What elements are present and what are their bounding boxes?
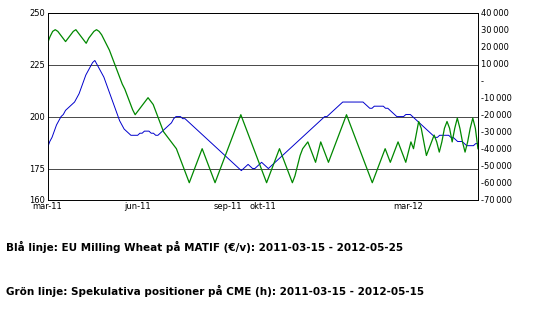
Text: Grön linje: Spekulativa positioner på CME (h): 2011-03-15 - 2012-05-15: Grön linje: Spekulativa positioner på CM… bbox=[6, 285, 424, 297]
Text: Blå linje: EU Milling Wheat på MATIF (€/v): 2011-03-15 - 2012-05-25: Blå linje: EU Milling Wheat på MATIF (€/… bbox=[6, 241, 402, 253]
